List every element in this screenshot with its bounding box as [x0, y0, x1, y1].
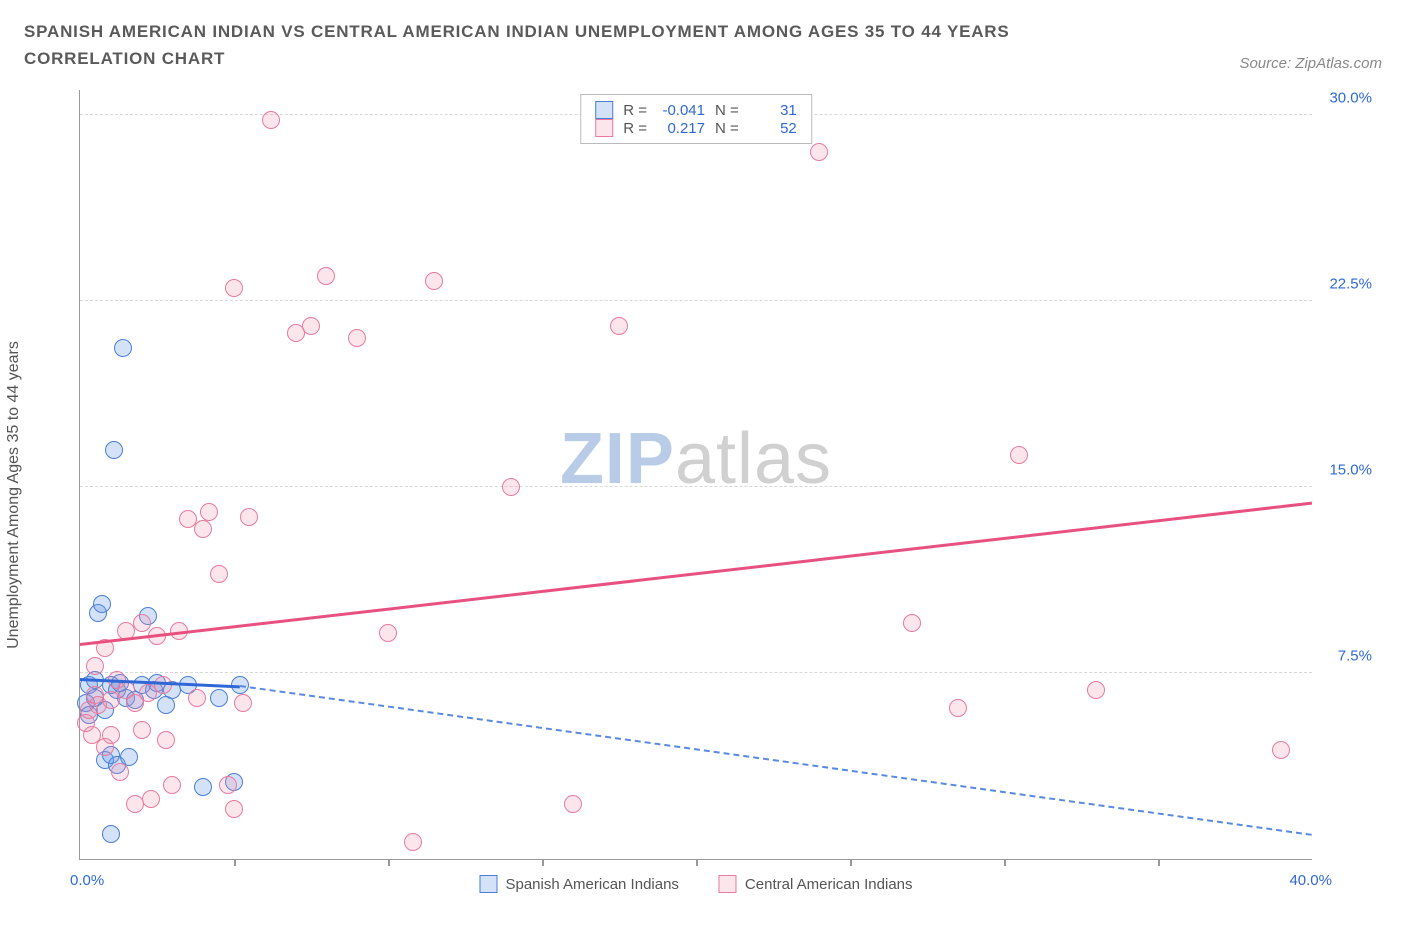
stats-row-pink: R = 0.217 N = 52	[595, 119, 797, 137]
data-point-pink	[200, 503, 218, 521]
data-point-pink	[133, 614, 151, 632]
r-label: R =	[623, 120, 647, 137]
n-value-pink: 52	[749, 120, 797, 137]
data-point-pink	[163, 776, 181, 794]
data-point-pink	[157, 731, 175, 749]
watermark-zip: ZIP	[560, 419, 675, 499]
swatch-blue-icon	[595, 101, 613, 119]
r-label: R =	[623, 102, 647, 119]
data-point-pink	[188, 689, 206, 707]
trend-line-extrapolated	[240, 685, 1312, 836]
data-point-pink	[1010, 446, 1028, 464]
gridline	[80, 672, 1312, 673]
data-point-pink	[111, 763, 129, 781]
data-point-pink	[949, 699, 967, 717]
trend-line	[80, 502, 1312, 646]
watermark-atlas: atlas	[675, 419, 832, 499]
data-point-pink	[348, 329, 366, 347]
data-point-pink	[810, 143, 828, 161]
series-legend: Spanish American Indians Central America…	[479, 875, 912, 893]
watermark: ZIPatlas	[560, 418, 832, 500]
y-tick-label: 22.5%	[1329, 275, 1372, 292]
source-label: Source: ZipAtlas.com	[1239, 55, 1382, 72]
data-point-pink	[133, 721, 151, 739]
data-point-pink	[154, 676, 172, 694]
stats-legend: R = -0.041 N = 31 R = 0.217 N = 52	[580, 94, 812, 144]
legend-item-pink: Central American Indians	[719, 875, 913, 893]
chart-container: Unemployment Among Ages 35 to 44 years Z…	[24, 90, 1382, 900]
x-end-label: 40.0%	[1289, 872, 1332, 889]
legend-label-pink: Central American Indians	[745, 876, 913, 893]
data-point-pink	[379, 624, 397, 642]
data-point-pink	[317, 267, 335, 285]
r-value-pink: 0.217	[657, 120, 705, 137]
gridline	[80, 300, 1312, 301]
data-point-blue	[105, 441, 123, 459]
x-tick	[542, 859, 544, 866]
data-point-pink	[219, 776, 237, 794]
chart-title: SPANISH AMERICAN INDIAN VS CENTRAL AMERI…	[24, 18, 1124, 72]
scatter-plot: ZIPatlas R = -0.041 N = 31 R = 0.217 N =…	[79, 90, 1312, 860]
data-point-pink	[903, 614, 921, 632]
n-value-blue: 31	[749, 102, 797, 119]
data-point-pink	[225, 279, 243, 297]
data-point-pink	[262, 111, 280, 129]
x-tick	[388, 859, 390, 866]
data-point-pink	[1272, 741, 1290, 759]
data-point-pink	[240, 508, 258, 526]
stats-row-blue: R = -0.041 N = 31	[595, 101, 797, 119]
x-tick	[234, 859, 236, 866]
x-tick	[850, 859, 852, 866]
data-point-pink	[502, 478, 520, 496]
data-point-blue	[102, 825, 120, 843]
data-point-pink	[225, 800, 243, 818]
y-axis-label: Unemployment Among Ages 35 to 44 years	[5, 341, 23, 649]
swatch-pink-icon	[719, 875, 737, 893]
n-label: N =	[715, 102, 739, 119]
data-point-pink	[194, 520, 212, 538]
data-point-pink	[86, 657, 104, 675]
swatch-blue-icon	[479, 875, 497, 893]
x-tick	[1158, 859, 1160, 866]
data-point-pink	[564, 795, 582, 813]
data-point-pink	[142, 790, 160, 808]
swatch-pink-icon	[595, 119, 613, 137]
gridline	[80, 486, 1312, 487]
r-value-blue: -0.041	[657, 102, 705, 119]
legend-item-blue: Spanish American Indians	[479, 875, 678, 893]
x-tick	[696, 859, 698, 866]
data-point-pink	[102, 726, 120, 744]
data-point-pink	[425, 272, 443, 290]
data-point-pink	[610, 317, 628, 335]
data-point-blue	[194, 778, 212, 796]
y-tick-label: 30.0%	[1329, 89, 1372, 106]
y-tick-label: 15.0%	[1329, 461, 1372, 478]
data-point-blue	[114, 339, 132, 357]
data-point-pink	[404, 833, 422, 851]
data-point-pink	[210, 565, 228, 583]
data-point-pink	[234, 694, 252, 712]
data-point-pink	[1087, 681, 1105, 699]
data-point-pink	[302, 317, 320, 335]
y-tick-label: 7.5%	[1338, 647, 1372, 664]
legend-label-blue: Spanish American Indians	[505, 876, 678, 893]
x-tick	[1004, 859, 1006, 866]
n-label: N =	[715, 120, 739, 137]
data-point-blue	[93, 595, 111, 613]
data-point-blue	[210, 689, 228, 707]
x-origin-label: 0.0%	[70, 872, 104, 889]
